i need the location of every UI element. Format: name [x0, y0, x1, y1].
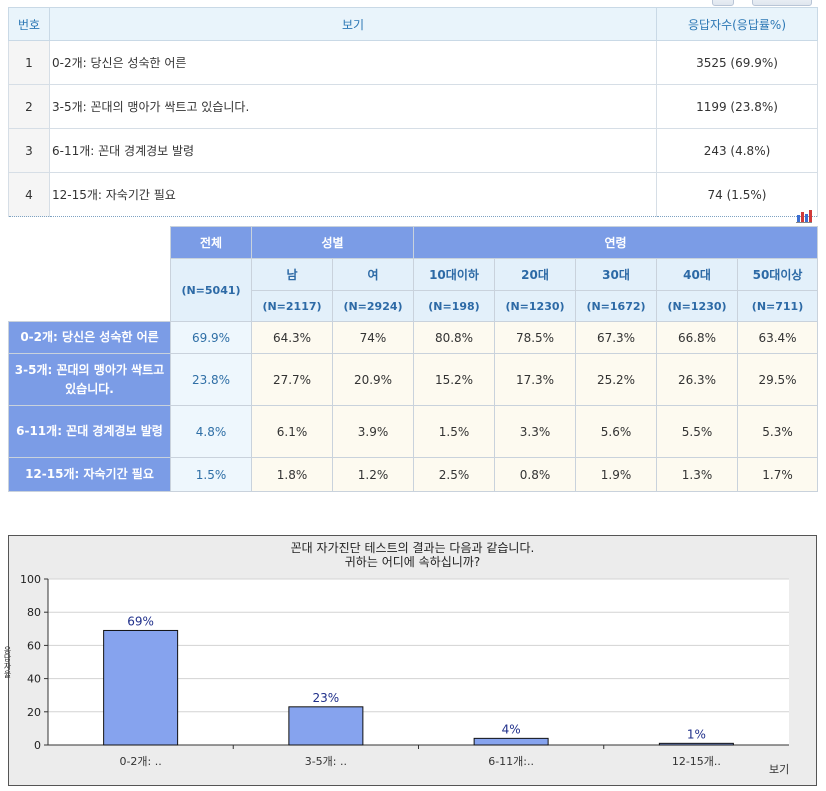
summary-table: 번호 보기 응답자수(응답률%) 1 0-2개: 당신은 성숙한 어른 3525… — [8, 7, 818, 217]
chart-title-line2: 귀하는 어디에 속하십니까? — [344, 555, 481, 569]
cell: 5.3% — [736, 405, 819, 458]
top-button-1[interactable] — [712, 0, 734, 6]
top-button-2[interactable] — [752, 0, 812, 6]
col-age-10s: 10대이하 — [413, 258, 495, 291]
row-count: 1199 (23.8%) — [656, 84, 818, 129]
row-option: 3-5개: 꼰대의 맹아가 싹트고 있습니다. — [49, 84, 657, 129]
table-row: 3-5개: 꼰대의 맹아가 싹트고 있습니다. 23.8% 27.7% 20.9… — [8, 353, 819, 406]
cell: 5.6% — [575, 405, 657, 458]
chart-title: 꼰대 자가진단 테스트의 결과는 다음과 같습니다. 귀하는 어디에 속하십니까… — [9, 541, 816, 569]
cell: 74% — [332, 321, 414, 354]
table-row: 12-15개: 자숙기간 필요 1.5% 1.8% 1.2% 2.5% 0.8%… — [8, 457, 819, 492]
corner-blank — [8, 226, 171, 322]
n-age-40s: (N=1230) — [656, 290, 738, 322]
table-row: 3 6-11개: 꼰대 경계경보 발령 243 (4.8%) — [8, 128, 818, 173]
row-number: 3 — [8, 128, 50, 173]
cell: 78.5% — [494, 321, 576, 354]
cell: 63.4% — [736, 321, 819, 354]
bar-chart-icon[interactable] — [795, 209, 813, 223]
table-row: 2 3-5개: 꼰대의 맹아가 싹트고 있습니다. 1199 (23.8%) — [8, 84, 818, 129]
cell: 20.9% — [332, 353, 414, 406]
col-age-50s: 50대이상 — [736, 258, 819, 291]
row-number: 4 — [8, 172, 50, 217]
col-age-30s: 30대 — [575, 258, 657, 291]
cell: 1.5% — [413, 405, 495, 458]
row-total: 1.5% — [170, 457, 252, 492]
header-age: 연령 — [412, 226, 819, 259]
cell: 1.3% — [656, 457, 738, 492]
n-age-30s: (N=1672) — [575, 290, 657, 322]
n-male: (N=2117) — [251, 290, 333, 322]
cell: 5.5% — [656, 405, 738, 458]
row-count: 243 (4.8%) — [656, 128, 818, 173]
row-count: 74 (1.5%) — [656, 172, 818, 217]
row-label: 0-2개: 당신은 성숙한 어른 — [8, 321, 171, 354]
row-label: 3-5개: 꼰대의 맹아가 싹트고 있습니다. — [8, 353, 171, 406]
header-option: 보기 — [49, 7, 657, 41]
n-age-20s: (N=1230) — [494, 290, 576, 322]
cell: 1.7% — [736, 457, 819, 492]
header-total: 전체 — [170, 226, 252, 259]
header-count: 응답자수(응답률%) — [656, 7, 818, 41]
cell: 15.2% — [413, 353, 495, 406]
row-total: 4.8% — [170, 405, 252, 458]
col-female: 여 — [332, 258, 414, 291]
table-row: 0-2개: 당신은 성숙한 어른 69.9% 64.3% 74% 80.8% 7… — [8, 321, 819, 354]
col-age-20s: 20대 — [494, 258, 576, 291]
cell: 1.8% — [251, 457, 333, 492]
cell: 64.3% — [251, 321, 333, 354]
row-option: 12-15개: 자숙기간 필요 — [49, 172, 657, 217]
row-label: 6-11개: 꼰대 경계경보 발령 — [8, 405, 171, 458]
cell: 26.3% — [656, 353, 738, 406]
cell: 1.9% — [575, 457, 657, 492]
row-option: 0-2개: 당신은 성숙한 어른 — [49, 40, 657, 85]
chart-title-line1: 꼰대 자가진단 테스트의 결과는 다음과 같습니다. — [290, 541, 535, 555]
cell: 25.2% — [575, 353, 657, 406]
n-female: (N=2924) — [332, 290, 414, 322]
cell: 0.8% — [494, 457, 576, 492]
cell: 3.9% — [332, 405, 414, 458]
cell: 80.8% — [413, 321, 495, 354]
result-chart: 꼰대 자가진단 테스트의 결과는 다음과 같습니다. 귀하는 어디에 속하십니까… — [8, 535, 817, 786]
col-age-40s: 40대 — [656, 258, 738, 291]
cell: 17.3% — [494, 353, 576, 406]
row-number: 1 — [8, 40, 50, 85]
table-row: 4 12-15개: 자숙기간 필요 74 (1.5%) — [8, 172, 818, 217]
table-row: 1 0-2개: 당신은 성숙한 어른 3525 (69.9%) — [8, 40, 818, 85]
row-label: 12-15개: 자숙기간 필요 — [8, 457, 171, 492]
n-age-10s: (N=198) — [413, 290, 495, 322]
cross-table: 전체 성별 연령 (N=5041) 남 여 10대이하 20대 30대 40대 … — [8, 226, 819, 492]
row-number: 2 — [8, 84, 50, 129]
n-age-50s: (N=711) — [736, 290, 819, 322]
header-gender: 성별 — [251, 226, 414, 259]
row-total: 23.8% — [170, 353, 252, 406]
total-n: (N=5041) — [170, 258, 252, 322]
cell: 27.7% — [251, 353, 333, 406]
row-total: 69.9% — [170, 321, 252, 354]
x-axis-label: 보기 — [769, 763, 790, 776]
cell: 6.1% — [251, 405, 333, 458]
cell: 3.3% — [494, 405, 576, 458]
cell: 67.3% — [575, 321, 657, 354]
row-count: 3525 (69.9%) — [656, 40, 818, 85]
col-male: 남 — [251, 258, 333, 291]
cell: 2.5% — [413, 457, 495, 492]
cell: 66.8% — [656, 321, 738, 354]
summary-header-row: 번호 보기 응답자수(응답률%) — [8, 7, 818, 41]
cell: 1.2% — [332, 457, 414, 492]
table-row: 6-11개: 꼰대 경계경보 발령 4.8% 6.1% 3.9% 1.5% 3.… — [8, 405, 819, 458]
header-no: 번호 — [8, 7, 50, 41]
row-option: 6-11개: 꼰대 경계경보 발령 — [49, 128, 657, 173]
cell: 29.5% — [736, 353, 819, 406]
y-axis-label: 응답자율 — [3, 646, 12, 678]
